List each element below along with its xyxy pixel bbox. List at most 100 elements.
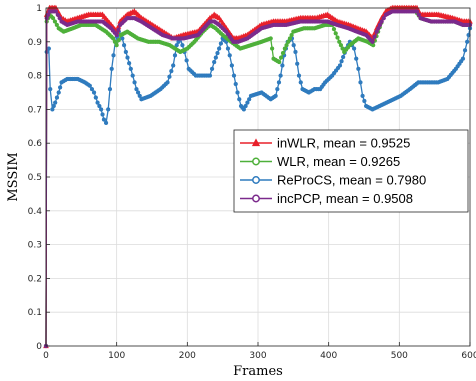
data-point [114, 32, 119, 38]
data-point [103, 120, 109, 126]
x-tick-label: 500 [391, 351, 408, 361]
data-point [111, 53, 116, 58]
data-point [376, 26, 381, 31]
x-tick-label: 400 [320, 351, 337, 361]
x-tick-label: 0 [43, 351, 49, 361]
x-axis-label: Frames [233, 364, 283, 379]
data-point [277, 59, 282, 65]
data-point [55, 12, 60, 17]
data-point [362, 98, 367, 104]
data-point [89, 86, 95, 92]
legend: inWLR, mean = 0.9525 WLR, mean = 0.9265 Re… [233, 129, 469, 213]
circle-marker-icon [252, 176, 260, 184]
data-point [57, 15, 62, 21]
data-point [116, 37, 121, 43]
data-point [247, 97, 252, 102]
data-point [216, 46, 222, 51]
data-point [209, 66, 215, 71]
data-point [100, 112, 105, 117]
data-point [172, 53, 178, 58]
data-point [296, 73, 302, 78]
data-point [245, 100, 250, 105]
data-point [121, 43, 127, 48]
data-point [268, 36, 273, 41]
data-point [130, 73, 135, 78]
data-point [339, 59, 344, 64]
data-point [93, 95, 98, 100]
data-point [48, 86, 53, 92]
data-point [282, 46, 288, 51]
data-point [416, 12, 421, 17]
data-point [106, 107, 111, 112]
data-point [167, 74, 172, 79]
y-tick-label: 1 [36, 4, 42, 14]
data-point [231, 73, 237, 78]
data-point [241, 107, 247, 112]
data-point [53, 100, 58, 105]
data-point [273, 93, 278, 99]
data-point [243, 103, 248, 109]
y-tick-label: 0.9 [28, 38, 43, 48]
data-point [280, 50, 286, 56]
data-point [269, 46, 275, 51]
data-point [284, 43, 289, 48]
data-point [215, 50, 220, 56]
data-point [360, 93, 365, 99]
data-point [293, 49, 298, 55]
data-point [54, 95, 60, 100]
data-point [123, 49, 129, 55]
data-point [53, 9, 59, 14]
data-point [335, 35, 340, 40]
data-point [116, 27, 121, 33]
data-point [354, 56, 359, 61]
legend-label: ReProCS, mean = 0.7980 [277, 173, 426, 188]
x-tick-label: 300 [249, 351, 266, 361]
legend-item-reprocs: ReProCS, mean = 0.7980 [240, 173, 426, 188]
data-point [233, 81, 238, 87]
data-point [57, 85, 63, 90]
legend-label: inWLR, mean = 0.9525 [277, 136, 410, 151]
data-point [291, 43, 296, 48]
data-point [289, 32, 294, 38]
x-tick-label: 100 [108, 351, 125, 361]
data-point [278, 73, 283, 78]
data-point [135, 90, 141, 95]
legend-item-inwlr: inWLR, mean = 0.9525 [240, 136, 410, 151]
data-point [227, 53, 232, 58]
y-tick-label: 0.6 [28, 139, 43, 149]
legend-item-wlr: WLR, mean = 0.9265 [240, 154, 400, 169]
data-point [460, 56, 466, 61]
data-point [107, 86, 113, 92]
data-point [278, 55, 284, 60]
data-point [287, 36, 293, 41]
legend-label: incPCP, mean = 0.9508 [277, 191, 413, 206]
data-point [207, 73, 213, 78]
data-point [286, 39, 291, 44]
data-point [46, 46, 51, 51]
data-point [112, 39, 118, 44]
data-point [52, 19, 58, 24]
data-point [128, 66, 133, 71]
data-point [298, 80, 303, 85]
data-point [225, 46, 231, 51]
x-tick-label: 200 [179, 351, 196, 361]
data-point [358, 80, 363, 85]
y-tick-label: 0.2 [28, 274, 42, 284]
data-point [275, 86, 280, 92]
y-tick-label: 0.5 [28, 173, 42, 183]
data-point [184, 58, 189, 63]
data-point [237, 97, 242, 102]
data-point [101, 117, 107, 122]
y-axis-label: MSSIM [6, 152, 21, 201]
data-point [414, 9, 420, 14]
x-tick-label: 600 [461, 351, 476, 361]
data-point [337, 39, 342, 44]
data-point [331, 26, 337, 32]
series-markers-incpcp [43, 9, 473, 349]
data-point [295, 61, 300, 66]
y-tick-label: 0.8 [28, 72, 43, 82]
data-point [381, 15, 386, 21]
data-point [174, 43, 179, 48]
tick-layer: 0 100 200 300 400 500 600 0 0.1 0.2 0.3 0.4 0.5 0.6 0.… [28, 4, 476, 361]
